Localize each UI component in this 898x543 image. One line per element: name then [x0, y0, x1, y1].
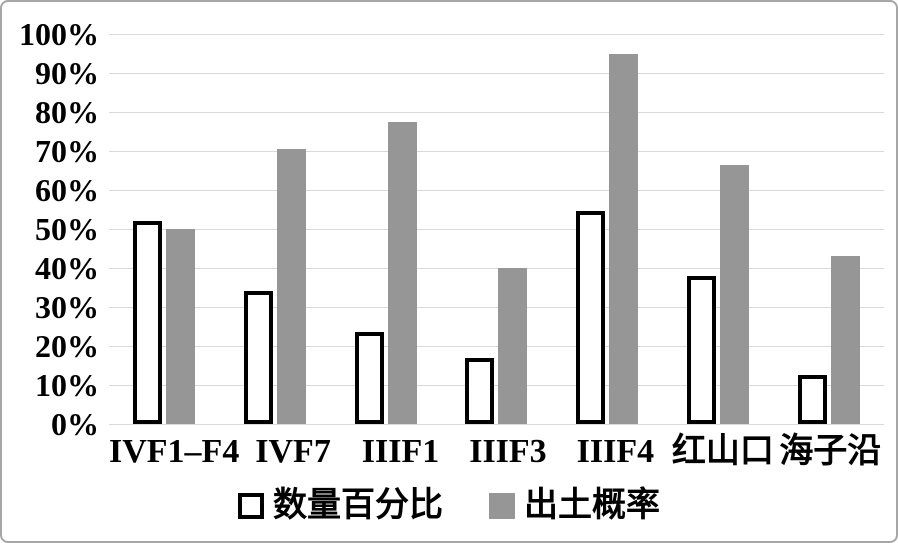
bar-group — [663, 34, 774, 424]
bar-group — [109, 34, 220, 424]
y-tick-label: 0% — [51, 406, 99, 442]
plot-area — [109, 34, 884, 425]
y-tick-label: 40% — [35, 250, 99, 286]
gridline — [109, 424, 884, 425]
y-tick-label: 100% — [19, 16, 99, 52]
gridline — [109, 229, 884, 230]
unearthed-probability-bar — [387, 121, 417, 424]
y-tick-label: 60% — [35, 172, 99, 208]
unearthed-probability-bar — [498, 268, 528, 424]
x-tick-label: IIIF4 — [576, 433, 655, 470]
y-tick-label: 20% — [35, 328, 99, 364]
x-tick-label: 海子沿 — [779, 433, 882, 470]
y-tick-label: 80% — [35, 94, 99, 130]
quantity-percentage-bar — [244, 291, 274, 424]
x-tick-label: 红山口 — [671, 433, 774, 470]
quantity-percentage-bar — [576, 211, 606, 424]
unearthed-probability-bar — [719, 164, 749, 424]
quantity-percentage-bar — [133, 221, 163, 424]
gridline — [109, 151, 884, 152]
y-tick-label: 10% — [35, 367, 99, 403]
quantity-percentage-bar — [686, 275, 716, 424]
legend: 数量百分比 出土概率 — [2, 488, 896, 524]
y-tick-label: 30% — [35, 289, 99, 325]
x-tick-label: IIIF3 — [469, 433, 547, 470]
quantity-percentage-bar — [354, 332, 384, 424]
legend-label: 出土概率 — [524, 487, 660, 524]
bar-group — [552, 34, 663, 424]
legend-item-unearthed-probability: 出土概率 — [489, 488, 660, 524]
gridline — [109, 190, 884, 191]
x-tick-label: IIIF1 — [361, 433, 440, 470]
unearthed-probability-bar — [830, 256, 860, 424]
bar-group — [330, 34, 441, 424]
unearthed-probability-bar — [166, 229, 196, 424]
x-tick-label: IVF1–F4 — [109, 433, 240, 470]
x-axis: IVF1–F4 IVF7 IIIF1 IIIF3 IIIF4 红山口 海子沿 — [109, 434, 884, 470]
gridline — [109, 268, 884, 269]
quantity-percentage-bar — [797, 375, 827, 424]
gridline — [109, 385, 884, 386]
gridline — [109, 73, 884, 74]
y-axis: 0% 10% 20% 30% 40% 50% 60% 70% 80% 90% 100% — [2, 2, 99, 541]
legend-label: 数量百分比 — [273, 487, 443, 524]
gridline — [109, 346, 884, 347]
x-tick-label: IVF7 — [255, 433, 331, 470]
gridline — [109, 34, 884, 35]
unearthed-probability-bar — [277, 149, 307, 424]
gridline — [109, 307, 884, 308]
unearthed-probability-bar — [609, 53, 639, 424]
gridline — [109, 112, 884, 113]
unearthed-probability-legend-marker-icon — [489, 493, 515, 519]
bar-group — [220, 34, 331, 424]
bar-group — [441, 34, 552, 424]
bar-group — [773, 34, 884, 424]
quantity-percentage-legend-marker-icon — [238, 493, 264, 519]
legend-item-quantity-percentage: 数量百分比 — [238, 488, 443, 524]
y-tick-label: 50% — [35, 211, 99, 247]
y-tick-label: 70% — [35, 133, 99, 169]
quantity-percentage-bar — [465, 357, 495, 424]
y-tick-label: 90% — [35, 55, 99, 91]
